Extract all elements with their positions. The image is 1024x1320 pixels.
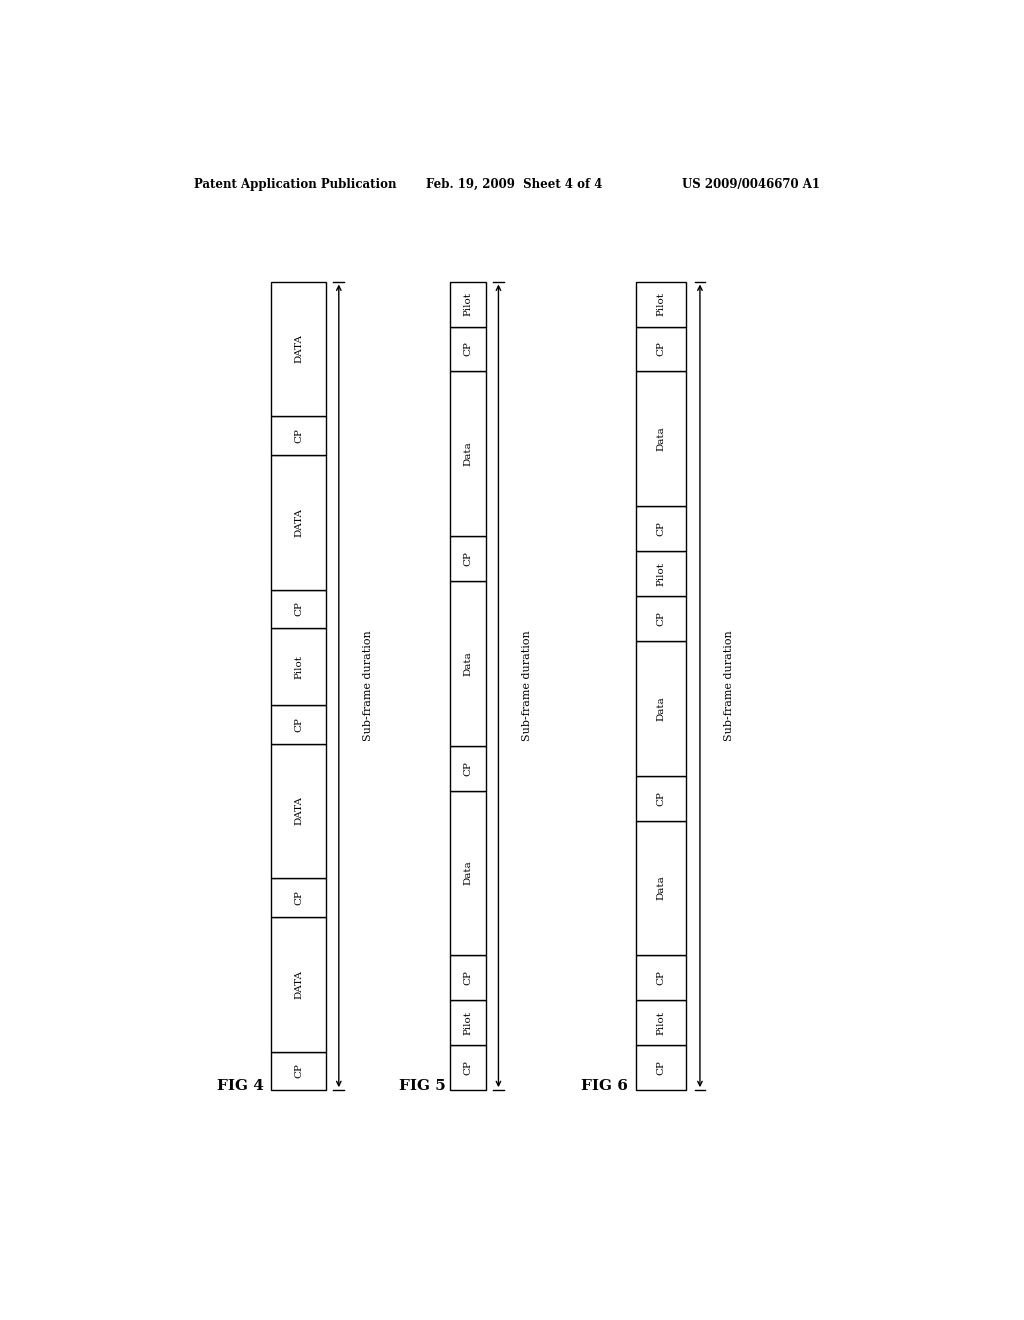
Text: Pilot: Pilot xyxy=(463,292,472,315)
Text: CP: CP xyxy=(656,521,666,536)
Bar xyxy=(636,642,686,776)
Text: CP: CP xyxy=(463,552,472,566)
Text: Data: Data xyxy=(463,651,472,676)
Text: DATA: DATA xyxy=(294,796,303,825)
Bar xyxy=(271,878,326,917)
Text: CP: CP xyxy=(294,717,303,731)
Text: US 2009/0046670 A1: US 2009/0046670 A1 xyxy=(682,178,820,190)
Text: Data: Data xyxy=(656,875,666,900)
Bar xyxy=(450,746,486,791)
Text: CP: CP xyxy=(656,970,666,985)
Bar xyxy=(636,371,686,506)
Text: CP: CP xyxy=(656,611,666,626)
Bar xyxy=(271,281,326,416)
Text: CP: CP xyxy=(294,890,303,906)
Bar xyxy=(450,581,486,746)
Bar xyxy=(271,628,326,705)
Text: Pilot: Pilot xyxy=(656,1011,666,1035)
Text: DATA: DATA xyxy=(294,970,303,999)
Text: Sub-frame duration: Sub-frame duration xyxy=(724,631,733,742)
Text: CP: CP xyxy=(656,791,666,805)
Text: Patent Application Publication: Patent Application Publication xyxy=(194,178,396,190)
Bar xyxy=(450,791,486,956)
Bar xyxy=(636,956,686,1001)
Text: CP: CP xyxy=(294,428,303,444)
Text: CP: CP xyxy=(463,760,472,776)
Bar xyxy=(636,1001,686,1045)
Text: CP: CP xyxy=(294,1064,303,1078)
Bar xyxy=(636,552,686,597)
Text: Sub-frame duration: Sub-frame duration xyxy=(522,631,532,742)
Bar xyxy=(636,326,686,371)
Bar xyxy=(636,1045,686,1090)
Bar xyxy=(636,821,686,956)
Text: DATA: DATA xyxy=(294,508,303,537)
Bar xyxy=(450,1001,486,1045)
Bar xyxy=(450,371,486,536)
Text: DATA: DATA xyxy=(294,334,303,363)
Text: CP: CP xyxy=(294,602,303,616)
Text: Pilot: Pilot xyxy=(656,561,666,586)
Text: Feb. 19, 2009  Sheet 4 of 4: Feb. 19, 2009 Sheet 4 of 4 xyxy=(426,178,603,190)
Bar xyxy=(271,743,326,878)
Bar xyxy=(271,590,326,628)
Bar xyxy=(271,705,326,743)
Text: Pilot: Pilot xyxy=(463,1011,472,1035)
Bar xyxy=(271,917,326,1052)
Bar xyxy=(450,281,486,326)
Text: Data: Data xyxy=(463,861,472,886)
Text: CP: CP xyxy=(463,970,472,985)
Bar xyxy=(271,416,326,455)
Text: CP: CP xyxy=(656,342,666,356)
Text: Sub-frame duration: Sub-frame duration xyxy=(364,631,374,742)
Bar xyxy=(450,956,486,1001)
Text: FIG 6: FIG 6 xyxy=(582,1078,629,1093)
Bar xyxy=(450,1045,486,1090)
Bar xyxy=(450,326,486,371)
Text: Pilot: Pilot xyxy=(294,655,303,678)
Bar xyxy=(636,776,686,821)
Text: CP: CP xyxy=(656,1060,666,1074)
Text: Data: Data xyxy=(656,426,666,451)
Text: CP: CP xyxy=(463,342,472,356)
Bar xyxy=(450,536,486,581)
Bar xyxy=(636,281,686,326)
Text: Pilot: Pilot xyxy=(656,292,666,315)
Bar xyxy=(271,1052,326,1090)
Text: FIG 4: FIG 4 xyxy=(217,1078,264,1093)
Text: CP: CP xyxy=(463,1060,472,1074)
Bar xyxy=(636,597,686,642)
Bar xyxy=(271,455,326,590)
Text: Data: Data xyxy=(656,696,666,721)
Text: Data: Data xyxy=(463,441,472,466)
Bar xyxy=(636,506,686,552)
Text: FIG 5: FIG 5 xyxy=(399,1078,446,1093)
